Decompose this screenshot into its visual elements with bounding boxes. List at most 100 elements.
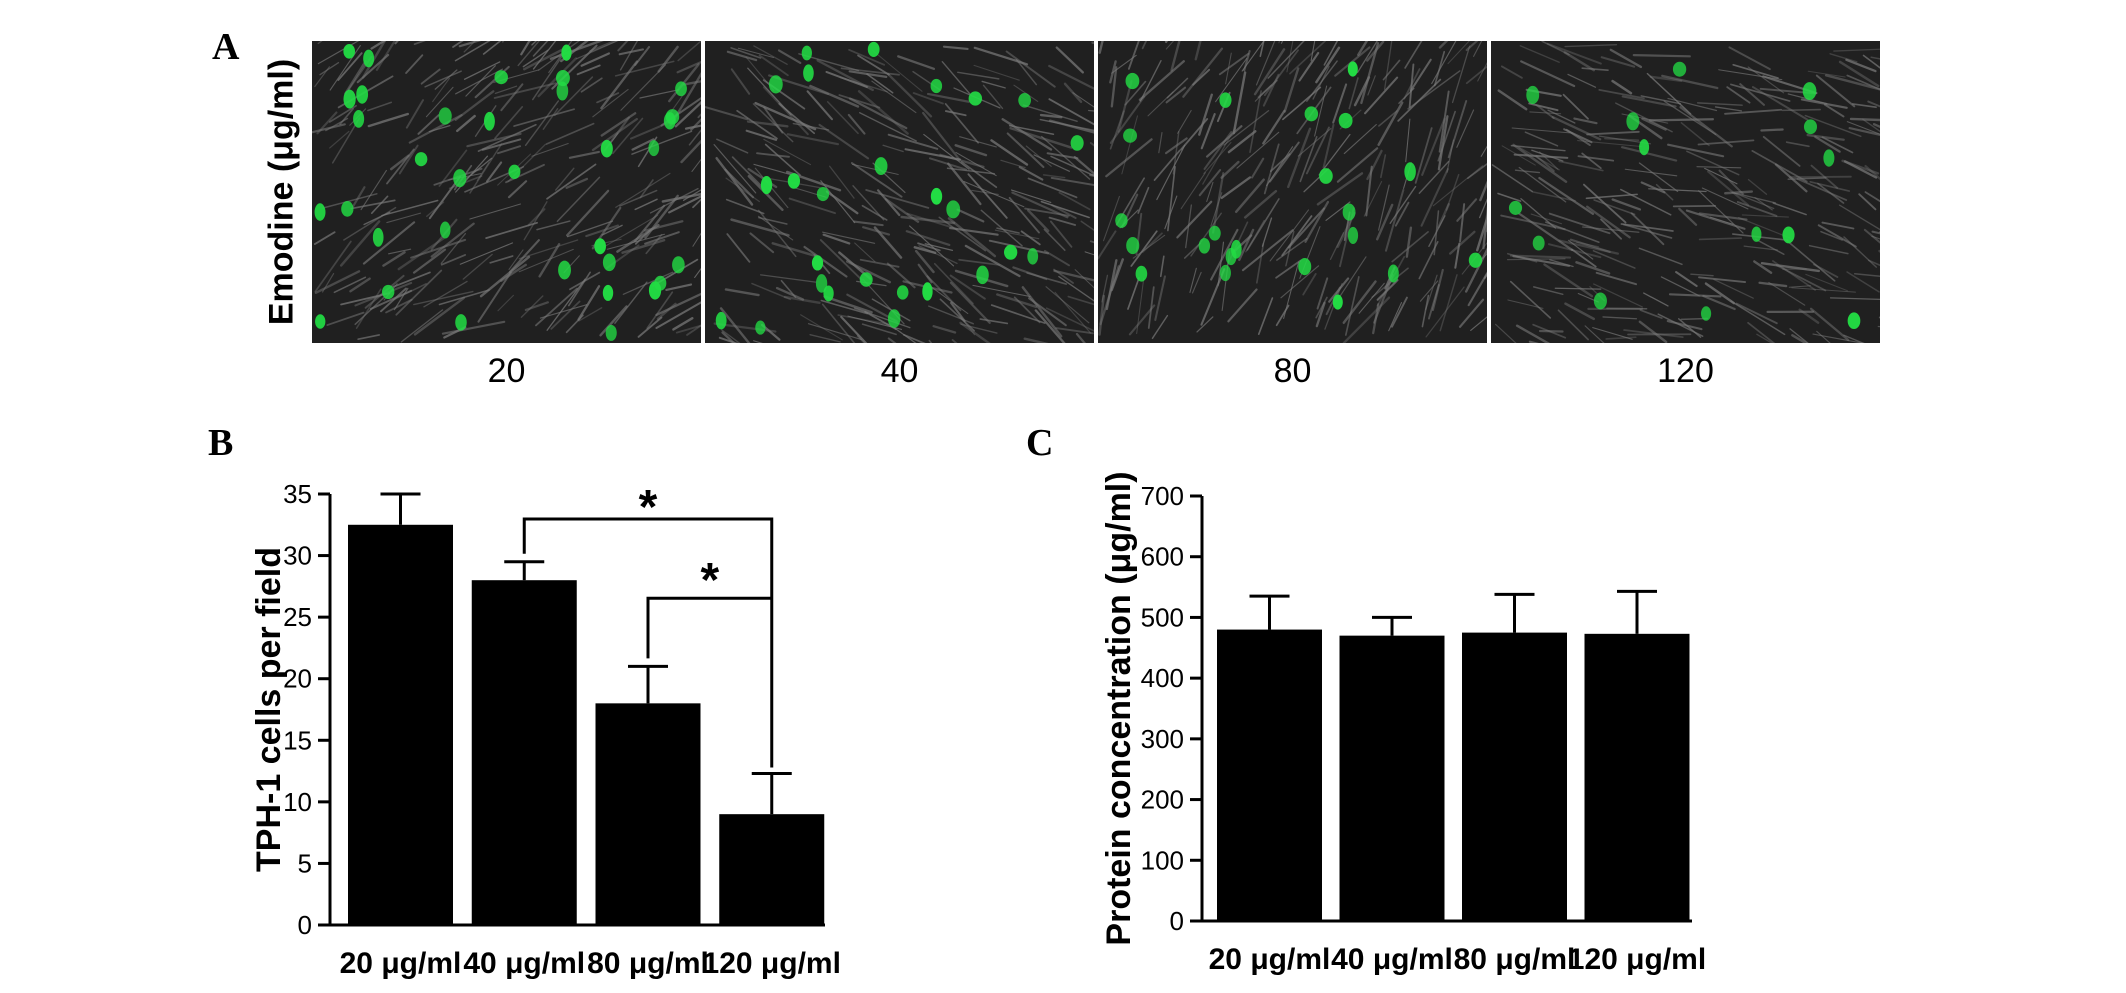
cell-fiber: [1762, 135, 1801, 167]
cell-fiber: [807, 323, 863, 341]
cell-fiber: [1006, 132, 1045, 169]
cell-fiber: [912, 92, 944, 105]
cell-fiber: [1667, 143, 1725, 158]
cell-fiber: [852, 185, 885, 221]
cell-fiber: [621, 238, 666, 254]
cell-fiber: [1028, 297, 1067, 327]
cell-fiber: [1267, 41, 1305, 79]
cell-fiber: [1210, 192, 1223, 227]
cell-fiber: [314, 66, 330, 88]
micrograph-label-20: 20: [487, 352, 526, 390]
cell-fiber: [542, 108, 559, 130]
cell-fiber: [1388, 302, 1403, 332]
cell-fiber: [887, 73, 933, 118]
cell-fiber: [440, 232, 467, 265]
cell-fiber: [1772, 260, 1817, 291]
cell-fiber: [370, 41, 387, 50]
cell-fiber: [644, 231, 680, 245]
cell-fiber: [1583, 183, 1627, 224]
cell-fiber: [601, 214, 659, 249]
cell-fiber: [1183, 242, 1201, 259]
cell-fiber: [905, 230, 951, 246]
cell-fiber: [1198, 168, 1222, 197]
cell-fiber: [752, 103, 794, 143]
cell-fiber: [1005, 50, 1056, 88]
cell-fiber: [1001, 118, 1053, 151]
nucleus-green: [508, 164, 521, 179]
cell-fiber: [634, 198, 658, 211]
cell-fiber: [1043, 228, 1066, 252]
cell-fiber: [1838, 60, 1880, 88]
cell-fiber: [313, 231, 336, 245]
cell-fiber: [1500, 65, 1523, 79]
chart-c-x-tick-label: 20 μg/ml: [1209, 943, 1331, 976]
cell-fiber: [1141, 232, 1163, 253]
cell-fiber: [1364, 76, 1399, 115]
cell-fiber: [1538, 176, 1595, 215]
cell-fiber: [620, 64, 667, 111]
nucleus-green: [356, 85, 369, 104]
cell-fiber: [718, 336, 739, 343]
cell-fiber: [1726, 86, 1751, 104]
cell-fiber: [1544, 221, 1600, 243]
cell-fiber: [1328, 277, 1350, 303]
cell-fiber: [1609, 48, 1643, 69]
cell-fiber: [909, 225, 955, 267]
cell-fiber: [1733, 192, 1775, 210]
chart-b-y-tick-label: 0: [298, 910, 312, 940]
cell-fiber: [757, 215, 794, 241]
cell-fiber: [1535, 104, 1555, 120]
cell-fiber: [1704, 282, 1736, 305]
cell-fiber: [413, 296, 466, 336]
cell-fiber: [1509, 280, 1552, 319]
cell-fiber: [1383, 41, 1393, 90]
cell-fiber: [1789, 328, 1809, 343]
cell-fiber: [730, 68, 751, 95]
cell-fiber: [1796, 178, 1848, 201]
cell-fiber: [340, 292, 391, 306]
cell-fiber: [546, 278, 586, 331]
nucleus-green: [1672, 61, 1687, 77]
cell-fiber: [859, 112, 917, 142]
chart-c-bar: [1339, 635, 1445, 921]
nucleus-green: [1304, 106, 1319, 122]
cell-fiber: [1421, 117, 1446, 176]
chart-b-bar: [719, 814, 825, 925]
nucleus-green: [343, 89, 356, 109]
nucleus-green: [896, 285, 909, 300]
cell-fiber: [1823, 103, 1845, 118]
micrograph-image-40: [705, 41, 1094, 343]
chart-c-y-tick-label: 400: [1141, 663, 1184, 693]
cell-fiber: [1702, 294, 1736, 311]
cell-fiber: [459, 242, 514, 265]
cell-fiber: [410, 238, 467, 259]
cell-fiber: [1266, 146, 1294, 187]
cell-fiber: [1841, 159, 1880, 175]
cell-fiber: [1849, 117, 1880, 122]
cell-fiber: [806, 90, 834, 121]
cell-fiber: [497, 294, 514, 312]
cell-fiber: [615, 172, 671, 208]
cell-fiber: [1098, 230, 1117, 260]
cell-fiber: [1458, 298, 1485, 328]
nucleus-green: [1298, 258, 1312, 276]
nucleus-green: [887, 309, 901, 328]
cell-fiber: [420, 68, 441, 85]
nucleus-green: [561, 44, 572, 61]
cell-fiber: [1678, 207, 1698, 226]
cell-fiber: [1127, 277, 1140, 310]
cell-fiber: [568, 150, 600, 159]
cell-fiber: [434, 69, 458, 90]
cell-fiber: [430, 222, 475, 258]
cell-fiber: [726, 50, 758, 62]
cell-fiber: [1718, 169, 1744, 195]
cell-fiber: [1470, 316, 1487, 332]
cell-fiber: [1547, 109, 1576, 124]
cell-fiber: [730, 218, 790, 237]
cell-fiber: [1389, 185, 1417, 224]
cell-fiber: [1593, 283, 1643, 308]
cell-fiber: [382, 251, 406, 267]
cell-fiber: [725, 177, 760, 203]
nucleus-green: [1342, 203, 1356, 221]
cell-fiber: [1862, 118, 1880, 133]
